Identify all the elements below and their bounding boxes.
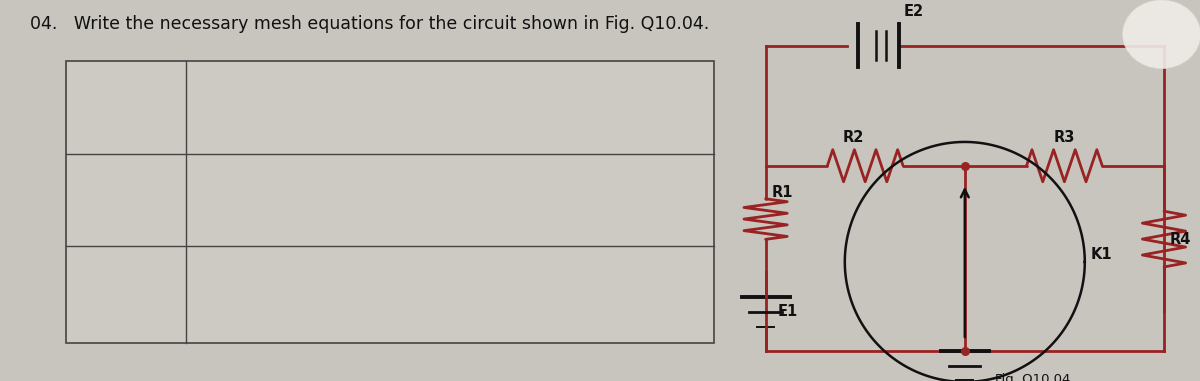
Text: Fig. Q10.04: Fig. Q10.04 xyxy=(995,373,1070,381)
Text: R2: R2 xyxy=(842,130,864,145)
Text: E2: E2 xyxy=(904,4,924,19)
Text: R3: R3 xyxy=(1054,130,1075,145)
FancyBboxPatch shape xyxy=(66,61,714,343)
Text: R4: R4 xyxy=(1170,232,1192,247)
Ellipse shape xyxy=(1123,0,1200,69)
Text: K1: K1 xyxy=(1091,247,1112,262)
Text: R1: R1 xyxy=(772,185,793,200)
Text: 04.   Write the necessary mesh equations for the circuit shown in Fig. Q10.04.: 04. Write the necessary mesh equations f… xyxy=(30,15,709,33)
Text: E1: E1 xyxy=(778,304,798,319)
